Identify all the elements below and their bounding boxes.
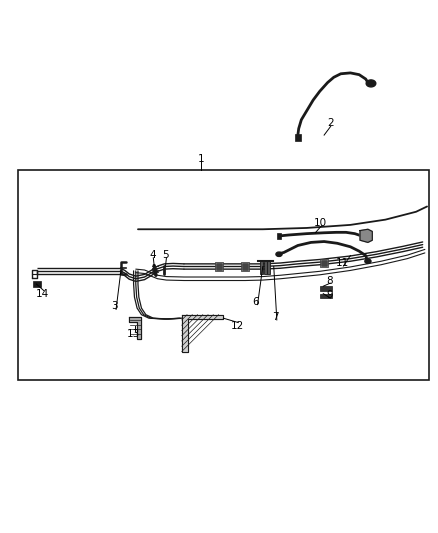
Bar bbox=[295, 134, 301, 141]
Ellipse shape bbox=[366, 80, 376, 87]
Text: 6: 6 bbox=[252, 296, 259, 306]
Bar bbox=[216, 263, 222, 270]
Bar bbox=[264, 261, 267, 274]
Text: 14: 14 bbox=[36, 289, 49, 298]
Bar bbox=[320, 259, 328, 268]
Bar bbox=[260, 261, 263, 274]
Text: 12: 12 bbox=[231, 321, 244, 330]
Bar bbox=[267, 261, 270, 274]
Text: 5: 5 bbox=[162, 249, 169, 260]
Text: 4: 4 bbox=[149, 249, 156, 260]
Bar bbox=[241, 262, 249, 271]
Bar bbox=[242, 263, 248, 270]
Ellipse shape bbox=[276, 252, 282, 256]
Bar bbox=[277, 233, 281, 239]
Text: 10: 10 bbox=[314, 217, 327, 228]
Bar bbox=[320, 294, 332, 298]
Ellipse shape bbox=[365, 259, 371, 263]
Polygon shape bbox=[129, 317, 141, 339]
Bar bbox=[320, 286, 332, 290]
Bar bbox=[215, 262, 223, 271]
Text: 9: 9 bbox=[326, 290, 333, 300]
Polygon shape bbox=[182, 314, 223, 352]
Bar bbox=[18, 170, 429, 381]
Text: 2: 2 bbox=[327, 118, 334, 128]
Polygon shape bbox=[360, 229, 372, 243]
Text: 11: 11 bbox=[336, 258, 349, 268]
Text: 8: 8 bbox=[326, 276, 333, 286]
Bar bbox=[33, 281, 41, 287]
Bar bbox=[321, 260, 327, 266]
Text: 3: 3 bbox=[111, 301, 118, 311]
Text: 7: 7 bbox=[272, 312, 279, 322]
Text: 13: 13 bbox=[127, 329, 140, 340]
Text: 1: 1 bbox=[198, 154, 205, 164]
